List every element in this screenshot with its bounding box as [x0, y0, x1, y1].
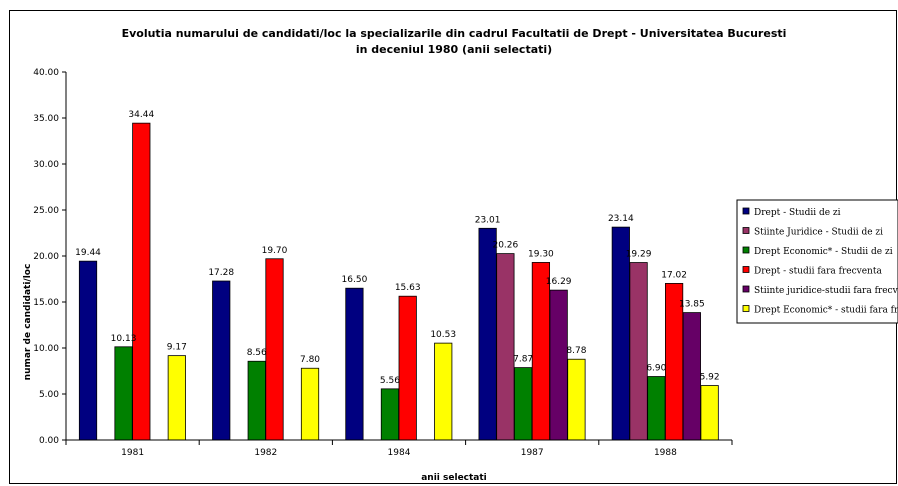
y-tick-label: 25.00	[33, 206, 59, 216]
data-label: 23.01	[475, 215, 501, 225]
data-label: 16.50	[342, 275, 368, 285]
legend-label: Drept Economic* - studii fara frecventa	[754, 306, 898, 316]
x-tick-label: 1987	[521, 448, 544, 458]
legend-swatch	[742, 266, 750, 273]
y-tick-label: 30.00	[33, 160, 59, 170]
data-label: 19.70	[262, 246, 288, 256]
data-label: 10.53	[430, 330, 456, 340]
data-label: 19.30	[528, 249, 554, 259]
bar	[647, 376, 666, 441]
data-label: 5.92	[700, 373, 720, 383]
bar	[78, 260, 98, 441]
bar	[478, 227, 497, 441]
data-label: 17.28	[208, 268, 234, 278]
y-axis-title: numar de candidati/loc	[23, 264, 33, 381]
legend-label: Stiinte Juridice - Studii de zi	[754, 228, 883, 238]
x-tick-label: 1988	[654, 448, 677, 458]
x-tick-label: 1984	[388, 448, 411, 458]
bar	[629, 262, 648, 441]
y-tick-label: 10.00	[33, 344, 59, 354]
legend-swatch	[742, 305, 750, 312]
legend: Drept - Studii de zi Stiinte Juridice - S…	[736, 199, 898, 324]
data-label: 34.44	[128, 110, 154, 120]
bar	[132, 122, 151, 441]
data-label: 8.56	[247, 348, 267, 358]
legend-swatch	[742, 227, 750, 234]
bar	[514, 367, 533, 441]
bar	[682, 312, 701, 441]
y-tick-label: 0.00	[39, 436, 59, 446]
bar	[247, 360, 266, 441]
data-label: 6.90	[646, 364, 666, 374]
legend-label: Drept - studii fara frecventa	[754, 267, 882, 277]
bar	[114, 346, 133, 441]
data-label: 19.44	[75, 248, 101, 258]
bar	[434, 342, 453, 441]
data-label: 7.87	[513, 355, 533, 365]
legend-swatch	[742, 207, 750, 215]
bar	[531, 262, 551, 441]
data-label: 17.02	[661, 270, 687, 280]
legend-label: Drept Economic* - Studii de zi	[754, 247, 893, 257]
data-label: 5.56	[380, 376, 400, 386]
legend-box	[736, 199, 898, 324]
data-label: 15.63	[395, 283, 421, 293]
chart-subtitle: in deceniul 1980 (anii selectati)	[356, 43, 552, 56]
x-axis-title: anii selectati	[421, 473, 487, 483]
legend-label: Stiinte juridice-studii fara frecventa	[754, 286, 898, 296]
bar	[496, 253, 515, 441]
bar	[167, 355, 186, 441]
y-tick-label: 35.00	[33, 114, 59, 124]
chart-title: Evolutia numarului de candidati/loc la s…	[122, 27, 787, 40]
data-label: 23.14	[608, 214, 634, 224]
y-tick-label: 5.00	[39, 390, 59, 400]
data-label: 7.80	[300, 355, 320, 365]
bar	[380, 388, 400, 441]
legend-label: Drept - Studii de zi	[754, 208, 841, 218]
legend-swatch	[742, 246, 750, 254]
bar	[549, 289, 568, 441]
y-tick-label: 20.00	[33, 252, 59, 262]
bar	[265, 258, 284, 441]
y-tick-label: 40.00	[33, 68, 59, 78]
bar	[398, 295, 417, 441]
bar	[212, 280, 231, 441]
data-label: 10.13	[111, 334, 137, 344]
x-tick-label: 1982	[254, 448, 277, 458]
data-label: 19.29	[626, 250, 652, 260]
data-label: 20.26	[492, 241, 518, 251]
bar	[567, 358, 586, 441]
y-tick-label: 15.00	[33, 298, 59, 308]
bar	[700, 385, 719, 441]
data-label: 8.78	[566, 346, 586, 356]
data-label: 16.29	[546, 277, 572, 287]
data-label: 9.17	[167, 343, 187, 353]
bar	[300, 367, 320, 441]
data-label: 13.85	[679, 300, 705, 310]
bar	[345, 287, 364, 441]
x-tick-label: 1981	[121, 448, 144, 458]
legend-swatch	[742, 285, 750, 293]
